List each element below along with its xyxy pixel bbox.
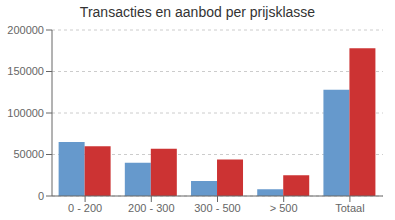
svg-text:300 - 500: 300 - 500 <box>194 202 240 214</box>
svg-text:0 - 200: 0 - 200 <box>68 202 102 214</box>
html-text:Transacties en aanbod per prij: Transacties en aanbod per prijsklasse <box>79 4 316 20</box>
svg-text:150000: 150000 <box>8 65 44 77</box>
svg-text:200 - 300: 200 - 300 <box>128 202 174 214</box>
svg-text:50000: 50000 <box>13 148 44 160</box>
svg-text:0: 0 <box>38 190 44 202</box>
svg-text:100000: 100000 <box>8 107 44 119</box>
svg-text:> 500: > 500 <box>270 202 298 214</box>
svg-text:Totaal: Totaal <box>335 202 364 214</box>
svg-text:200000: 200000 <box>8 24 44 36</box>
